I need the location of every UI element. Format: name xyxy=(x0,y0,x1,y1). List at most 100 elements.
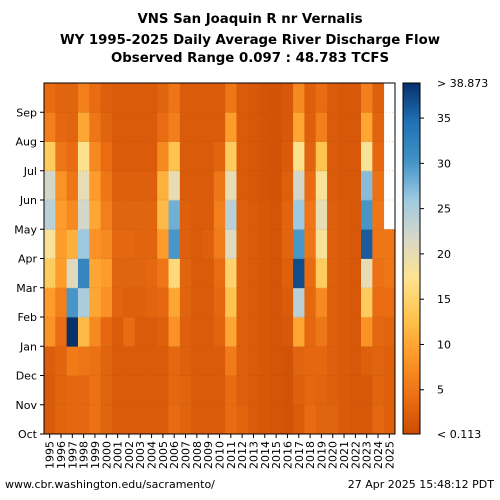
heatmap-cell xyxy=(315,112,328,142)
heatmap-cell xyxy=(191,287,203,318)
heatmap-cell xyxy=(259,229,271,259)
heatmap-cell xyxy=(66,200,79,230)
heatmap-cell xyxy=(89,375,102,406)
heatmap-cell xyxy=(145,404,158,434)
heatmap-cell xyxy=(111,258,124,289)
x-tick-label: 2019 xyxy=(315,441,328,469)
heatmap-cell xyxy=(225,258,237,289)
heatmap-cell xyxy=(111,404,124,434)
heatmap-cell xyxy=(44,112,56,142)
heatmap-cell xyxy=(349,229,362,259)
heatmap-cell xyxy=(247,200,260,230)
heatmap-cell xyxy=(372,287,385,318)
heatmap-cell xyxy=(157,287,169,318)
heatmap-cell xyxy=(247,346,260,376)
heatmap-cell xyxy=(225,200,237,230)
heatmap-cell xyxy=(225,404,237,434)
heatmap-cell xyxy=(361,83,373,113)
colorbar-ticks: 5 10 15 20 25 30 35 xyxy=(420,112,451,397)
x-tick-label: 2010 xyxy=(214,441,227,469)
heatmap-cell xyxy=(202,200,215,230)
heatmap-cell xyxy=(55,170,68,201)
heatmap-cell xyxy=(236,375,249,406)
heatmap-cell xyxy=(327,229,339,259)
heatmap-cell xyxy=(304,375,317,406)
heatmap-cell xyxy=(338,229,351,259)
heatmap-cell xyxy=(372,112,385,142)
heatmap-cell xyxy=(327,200,339,230)
heatmap-cell xyxy=(44,287,56,318)
y-tick-label: Dec xyxy=(16,370,37,383)
heatmap-cell xyxy=(145,287,158,318)
heatmap-cell xyxy=(383,346,395,376)
heatmap-cell xyxy=(89,346,102,376)
heatmap-cell xyxy=(304,287,317,318)
heatmap-cell xyxy=(168,83,181,113)
heatmap-cell xyxy=(225,170,237,201)
heatmap-cell xyxy=(202,258,215,289)
heatmap-cell xyxy=(293,375,305,406)
heatmap-cell xyxy=(66,258,79,289)
heatmap-cell xyxy=(338,404,351,434)
heatmap-cell xyxy=(213,317,226,347)
heatmap-cell xyxy=(225,229,237,259)
heatmap-cell xyxy=(281,404,294,434)
heatmap-cell xyxy=(89,317,102,347)
x-tick-label: 2008 xyxy=(191,441,204,469)
heatmap-cell xyxy=(259,346,271,376)
heatmap-cell xyxy=(202,287,215,318)
heatmap-cell xyxy=(236,112,249,142)
heatmap-cell xyxy=(236,346,249,376)
heatmap-cell xyxy=(55,287,68,318)
heatmap-cell xyxy=(213,258,226,289)
heatmap-cell xyxy=(202,346,215,376)
heatmap-cell xyxy=(145,258,158,289)
heatmap-cell xyxy=(191,170,203,201)
y-tick-label: Oct xyxy=(18,428,38,441)
x-tick-label: 2003 xyxy=(134,441,147,469)
footer-source[interactable]: www.cbr.washington.edu/sacramento/ xyxy=(5,478,215,491)
heatmap-cell xyxy=(202,375,215,406)
heatmap-cell xyxy=(372,141,385,172)
x-tick-label: 2011 xyxy=(225,441,238,469)
heatmap-cell xyxy=(145,375,158,406)
heatmap-cell xyxy=(338,200,351,230)
heatmap-cell xyxy=(89,112,102,142)
heatmap-cell xyxy=(338,141,351,172)
heatmap-cell xyxy=(89,287,102,318)
heatmap-cell xyxy=(55,112,68,142)
heatmap-cell xyxy=(281,112,294,142)
heatmap-cell xyxy=(145,170,158,201)
heatmap-cell xyxy=(123,83,135,113)
x-tick-label: 2022 xyxy=(349,441,362,469)
heatmap-cell xyxy=(383,258,395,289)
heatmap-cell xyxy=(236,141,249,172)
heatmap-cell xyxy=(383,229,395,259)
heatmap-cell xyxy=(349,317,362,347)
heatmap-cell xyxy=(247,287,260,318)
heatmap-cell xyxy=(247,141,260,172)
heatmap-cell xyxy=(259,83,271,113)
heatmap-cell xyxy=(270,141,283,172)
heatmap-cell xyxy=(247,112,260,142)
heatmap-cell xyxy=(77,229,90,259)
heatmap-cell xyxy=(270,112,283,142)
heatmap-cell xyxy=(157,258,169,289)
heatmap-cell xyxy=(315,404,328,434)
heatmap-cell xyxy=(134,229,147,259)
heatmap-cell xyxy=(77,317,90,347)
heatmap-cell xyxy=(100,83,113,113)
heatmap-cell xyxy=(157,404,169,434)
x-tick-label: 2007 xyxy=(180,441,193,469)
heatmap-cell xyxy=(361,200,373,230)
heatmap-cell xyxy=(44,346,56,376)
heatmap-cell xyxy=(281,141,294,172)
heatmap-cell xyxy=(134,112,147,142)
heatmap-cell xyxy=(361,287,373,318)
heatmap-cell xyxy=(89,141,102,172)
x-tick-label: 2009 xyxy=(202,441,215,469)
heatmap-cell xyxy=(213,141,226,172)
heatmap-cell xyxy=(281,346,294,376)
heatmap-cell xyxy=(372,375,385,406)
heatmap-cell xyxy=(179,229,192,259)
